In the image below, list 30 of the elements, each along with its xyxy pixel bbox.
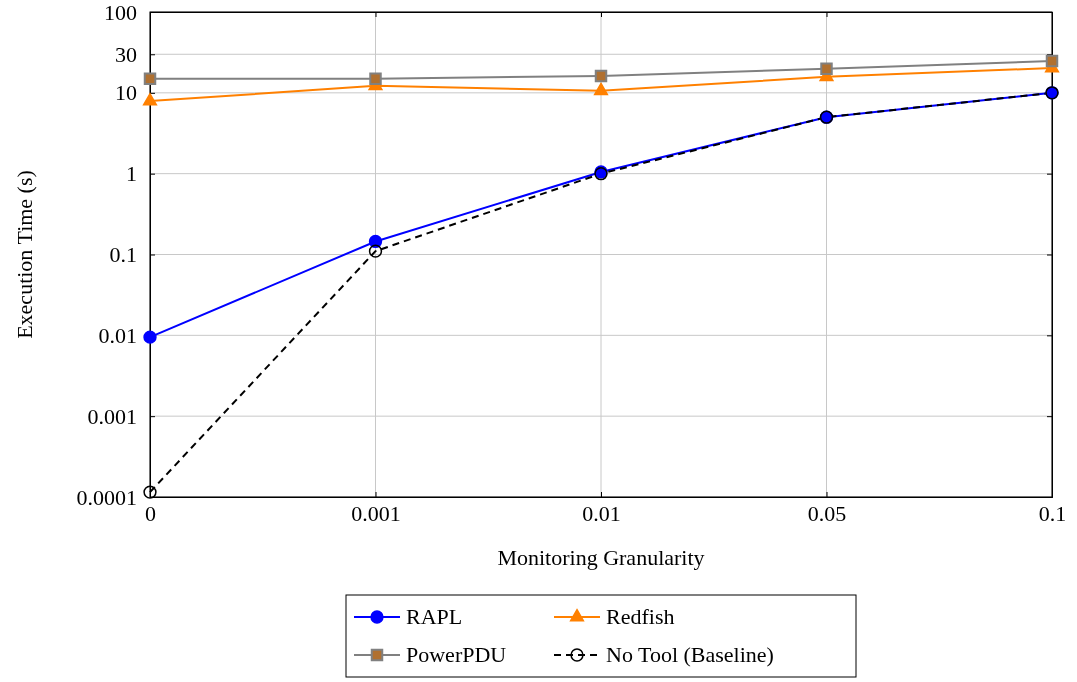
- x-axis-title: Monitoring Granularity: [497, 545, 705, 570]
- legend-label: RAPL: [406, 604, 463, 629]
- x-tick-label: 0: [145, 500, 156, 526]
- point: [369, 72, 382, 86]
- point: [820, 62, 833, 76]
- y-tick-label: 10: [115, 80, 137, 106]
- point: [594, 69, 608, 83]
- point: [143, 72, 157, 86]
- y-tick-label: 30: [115, 41, 137, 67]
- x-tick-label: 0.01: [582, 500, 621, 526]
- y-tick-label: 0.0001: [76, 484, 137, 510]
- point: [1045, 54, 1059, 68]
- point: [368, 244, 383, 258]
- y-tick-label: 0.001: [87, 403, 137, 429]
- point: [142, 93, 158, 106]
- point: [143, 485, 157, 499]
- legend-label: Redfish: [606, 604, 675, 629]
- y-tick-label: 100: [104, 0, 137, 25]
- x-tick-label: 0.1: [1038, 500, 1067, 526]
- x-tick-label: 0.001: [351, 500, 401, 526]
- point: [593, 82, 609, 96]
- y-tick-label: 1: [126, 161, 137, 187]
- legend-label: PowerPDU: [406, 642, 507, 667]
- y-tick-label: 0.1: [109, 242, 137, 268]
- point: [368, 234, 383, 249]
- y-axis-title: Execution Time (s): [12, 170, 37, 339]
- y-tick-label: 0.01: [98, 322, 137, 348]
- x-tick-label: 0.05: [807, 500, 847, 526]
- point: [143, 330, 157, 344]
- legend-label: No Tool (Baseline): [606, 642, 774, 667]
